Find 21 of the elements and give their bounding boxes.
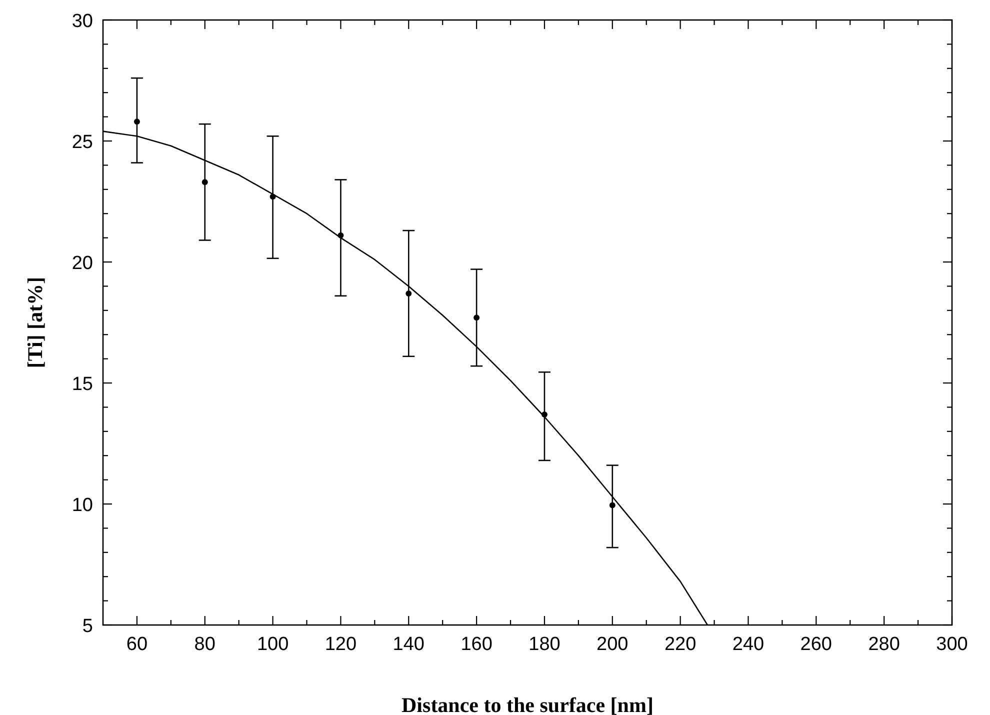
x-tick-label: 280 <box>868 634 900 655</box>
y-tick-label: 5 <box>82 616 93 637</box>
y-tick-label: 30 <box>72 11 93 32</box>
y-tick-label: 20 <box>72 253 93 274</box>
x-tick-label: 100 <box>256 634 289 655</box>
y-tick-label: 15 <box>72 374 93 395</box>
x-tick-label: 200 <box>596 634 628 655</box>
x-tick-label: 300 <box>936 634 968 655</box>
x-tick-label: 120 <box>324 634 357 655</box>
x-tick-label: 240 <box>732 634 764 655</box>
x-tick-label: 80 <box>194 634 216 655</box>
y-tick-label: 10 <box>72 495 93 516</box>
x-tick-label: 180 <box>528 634 560 655</box>
x-axis-title: Distance to the surface [nm] <box>402 693 654 715</box>
x-tick-label: 160 <box>460 634 492 655</box>
y-tick-label: 25 <box>72 132 93 153</box>
x-tick-label: 260 <box>800 634 832 655</box>
x-tick-label: 140 <box>392 634 424 655</box>
x-tick-label: 60 <box>126 634 148 655</box>
x-tick-label: 220 <box>664 634 696 655</box>
y-axis-title: [Ti] [at%] <box>23 276 47 368</box>
